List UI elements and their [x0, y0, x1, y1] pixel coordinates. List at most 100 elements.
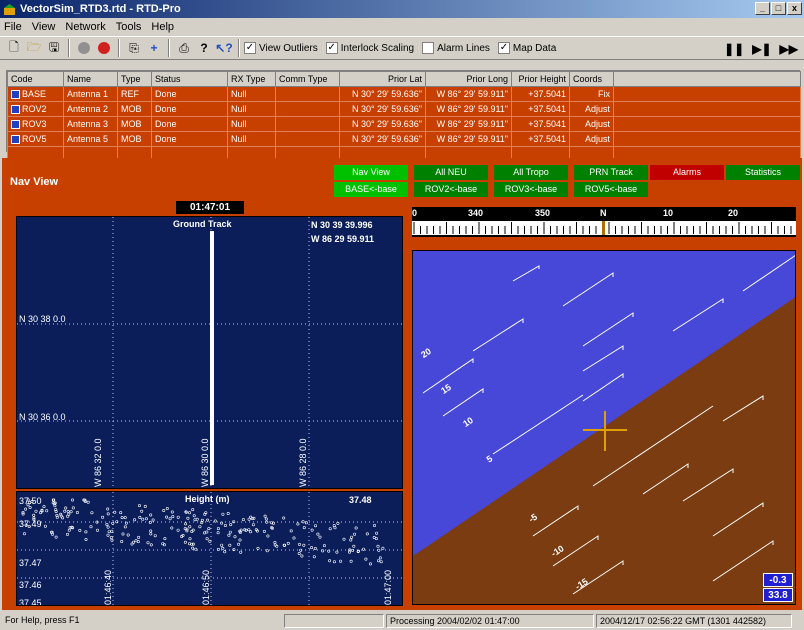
new-file-icon[interactable]: 🗋	[9, 39, 19, 54]
toolbar: 🗋 🗁 🖫 ⎘ + ⎙ ? ↖? ✓ View Outliers ✓ Interlo…	[0, 36, 804, 60]
map-data-checkbox[interactable]: ✓ Map Data	[497, 42, 557, 54]
compass-label: 10	[663, 208, 674, 218]
col-header[interactable]: Type	[117, 71, 152, 87]
col-header[interactable]: Prior Long	[425, 71, 512, 87]
col-header[interactable]: Name	[63, 71, 118, 87]
compass-label: 0	[412, 208, 418, 218]
open-folder-icon[interactable]: 🗁	[26, 39, 42, 54]
table-cell-empty	[613, 116, 801, 132]
checkbox-box[interactable]: ✓	[497, 42, 510, 54]
nav-button[interactable]: PRN Track	[574, 165, 648, 180]
heading-compass: 0 340 350 N 10 20	[412, 207, 796, 237]
table-cell: Null	[227, 86, 276, 102]
y-tick-label: N 30 36 0.0	[19, 412, 66, 422]
col-header[interactable]: Status	[151, 71, 228, 87]
menu-network[interactable]: Network	[65, 20, 106, 33]
record-icon[interactable]	[74, 38, 94, 58]
table-cell: W 86° 29' 59.911"	[425, 86, 512, 102]
table-row[interactable]: ROV5 Antenna 5 MOB Done Null N 30° 29' 59.636…	[7, 131, 801, 147]
baseline-button[interactable]: ROV5<-base	[574, 182, 648, 197]
table-cell: +37.5041	[511, 86, 570, 102]
step-icon[interactable]: ▶❚	[752, 42, 772, 56]
col-header[interactable]: Prior Lat	[339, 71, 426, 87]
x-tick-label: 01:46:40	[103, 569, 113, 605]
stop-icon[interactable]	[94, 38, 114, 58]
table-cell: Adjust	[569, 131, 614, 147]
checkbox-box[interactable]: ✓	[244, 42, 256, 54]
col-header[interactable]: Prior Height	[511, 71, 570, 87]
checkbox-box[interactable]: ✓	[325, 42, 338, 54]
table-cell-empty	[613, 101, 801, 117]
x-tick-label: 01:47:00	[383, 569, 393, 605]
status-empty	[284, 614, 384, 628]
fast-forward-icon[interactable]: ▶▶	[779, 42, 798, 56]
antenna-icon	[11, 120, 20, 130]
table-cell: W 86° 29' 59.911"	[425, 131, 512, 147]
menu-bar: File View Network Tools Help	[0, 18, 804, 35]
nav-button[interactable]: All Tropo	[494, 165, 568, 180]
pause-icon[interactable]: ❚❚	[724, 42, 745, 56]
minimize-button[interactable]: _	[755, 2, 770, 15]
baseline-button[interactable]: ROV3<-base	[494, 182, 568, 197]
close-button[interactable]: x	[787, 2, 802, 15]
toolbar-separator	[68, 39, 70, 57]
print-icon[interactable]: ⎙	[179, 40, 189, 55]
table-cell: BASE	[7, 86, 64, 102]
antenna-icon	[11, 135, 20, 145]
col-header[interactable]: RX Type	[227, 71, 276, 87]
table-row[interactable]: ROV3 Antenna 3 MOB Done Null N 30° 29' 59.636…	[7, 116, 801, 132]
attitude-horizon[interactable]: 20 15 10 5 -5 -10 -15 -0.3 33.8	[412, 250, 796, 605]
nav-button[interactable]: Statistics	[726, 165, 800, 180]
checkbox-label: Interlock Scaling	[340, 42, 415, 54]
menu-view[interactable]: View	[31, 20, 56, 33]
height-plot[interactable]: Height (m) 37.48 37.50 37.49 37.47 37.46…	[16, 491, 403, 606]
table-cell: MOB	[117, 131, 152, 147]
table-row[interactable]: ROV2 Antenna 2 MOB Done Null N 30° 29' 59.636…	[7, 101, 801, 117]
y-tick-label: 37.45	[19, 598, 42, 606]
table-cell: Adjust	[569, 116, 614, 132]
compass-label: 350	[535, 208, 551, 218]
table-cell: ROV2	[7, 101, 64, 117]
ground-track-plot[interactable]: Ground Track N 30 39 39.996 W 86 29 59.9…	[16, 216, 403, 489]
antenna-icon	[11, 105, 20, 115]
save-icon[interactable]: 🖫	[48, 39, 60, 54]
station-table: Code Name Type Status RX Type Comm Type …	[6, 70, 801, 162]
checkbox-label: Map Data	[512, 42, 557, 54]
export-icon[interactable]: ⎘	[129, 40, 139, 55]
nav-view-panel: Nav View Nav View All NEU All Tropo PRN Tra…	[2, 158, 802, 610]
checkbox-box[interactable]	[422, 42, 435, 54]
view-outliers-checkbox[interactable]: ✓ View Outliers	[244, 42, 318, 54]
interlock-scaling-checkbox[interactable]: ✓ Interlock Scaling	[325, 42, 415, 54]
col-header[interactable]: Coords	[569, 71, 614, 87]
col-header[interactable]: Code	[7, 71, 64, 87]
y-tick-label: N 30 38 0.0	[19, 314, 66, 324]
table-row[interactable]: BASE Antenna 1 REF Done Null N 30° 29' 59.636…	[7, 86, 801, 102]
context-help-icon[interactable]: ↖?	[215, 41, 233, 55]
x-tick-label: W 86 28 0.0	[298, 438, 308, 487]
toolbar-separator	[118, 39, 120, 57]
add-icon[interactable]: +	[150, 41, 158, 55]
alarm-lines-checkbox[interactable]: Alarm Lines	[422, 42, 490, 54]
help-icon[interactable]: ?	[200, 41, 208, 55]
station-code: ROV2	[22, 103, 47, 114]
y-tick-label: 37.49	[19, 519, 42, 529]
menu-tools[interactable]: Tools	[115, 20, 142, 33]
table-cell: N 30° 29' 59.636"	[339, 86, 426, 102]
menu-file[interactable]: File	[4, 20, 22, 33]
table-cell: REF	[117, 86, 152, 102]
nav-button[interactable]: All NEU	[414, 165, 488, 180]
x-tick-label: W 86 30 0.0	[200, 438, 210, 487]
readout-2: 33.8	[763, 588, 793, 602]
baseline-button[interactable]: ROV2<-base	[414, 182, 488, 197]
app-icon	[4, 3, 15, 15]
col-header[interactable]: Comm Type	[275, 71, 340, 87]
table-cell: N 30° 29' 59.636"	[339, 131, 426, 147]
nav-button[interactable]: Nav View	[334, 165, 408, 180]
nav-button[interactable]: Alarms	[650, 165, 724, 180]
maximize-button[interactable]: □	[771, 2, 786, 15]
toolbar-separator	[168, 39, 170, 57]
status-processing: Processing 2004/02/02 01:47:00	[386, 614, 594, 628]
baseline-button[interactable]: BASE<-base	[334, 182, 408, 197]
menu-help[interactable]: Help	[151, 20, 175, 33]
